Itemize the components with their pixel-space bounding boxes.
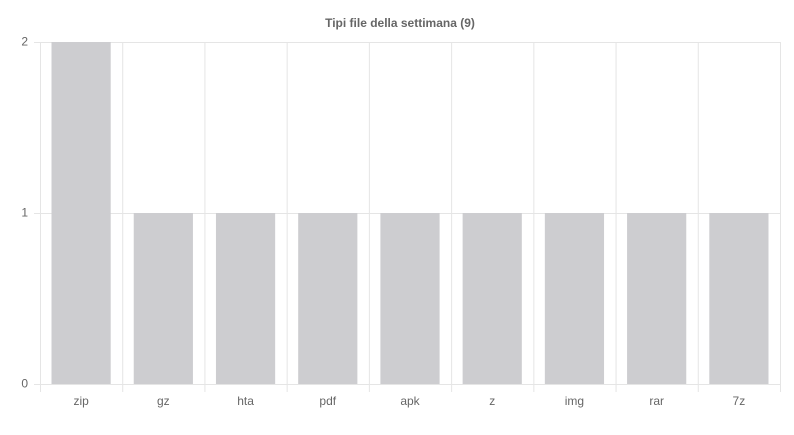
bar [298, 213, 358, 384]
x-tick-label: zip [73, 394, 89, 408]
bar [133, 213, 193, 384]
chart-title: Tipi file della settimana (9) [325, 16, 475, 30]
bar [380, 213, 440, 384]
x-tick-label: apk [400, 394, 420, 408]
x-tick-label: img [565, 394, 584, 408]
bar [51, 42, 111, 384]
bar [627, 213, 687, 384]
x-tick-label: z [489, 394, 495, 408]
x-tick-label: gz [157, 394, 170, 408]
x-tick-label: rar [649, 394, 664, 408]
x-tick-label: hta [237, 394, 254, 408]
y-tick-label: 1 [21, 206, 28, 220]
y-tick-label: 0 [21, 377, 28, 391]
x-tick-label: 7z [733, 394, 746, 408]
bar [462, 213, 522, 384]
bar [215, 213, 276, 384]
bar [709, 213, 769, 384]
y-tick-label: 2 [21, 35, 28, 49]
bar [544, 213, 605, 384]
x-tick-label: pdf [319, 394, 336, 408]
